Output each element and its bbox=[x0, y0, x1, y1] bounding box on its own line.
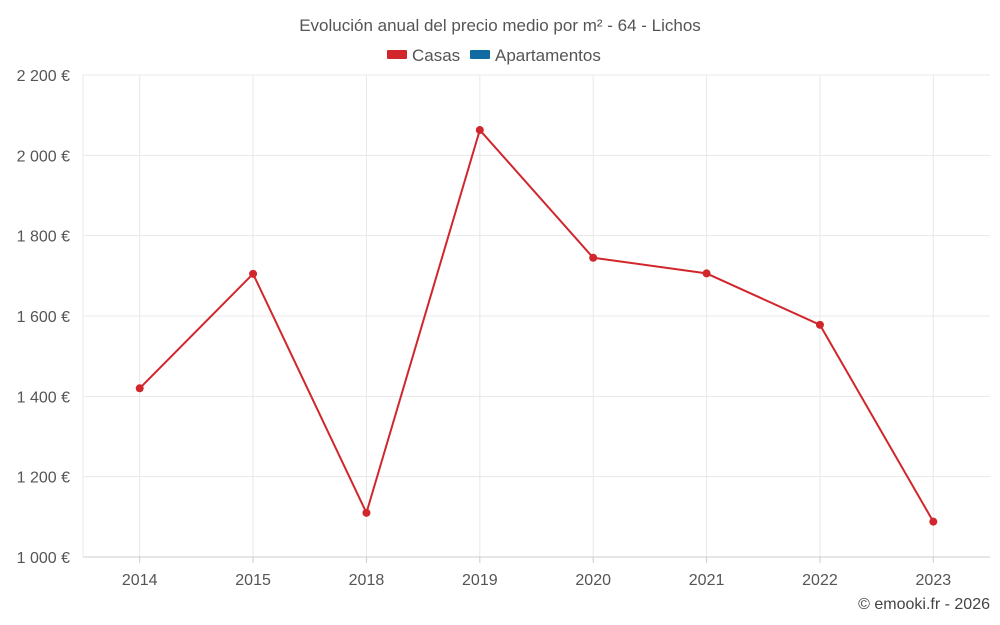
x-tick-label: 2023 bbox=[916, 572, 952, 589]
y-axis-labels: 1 000 € 1 200 € 1 400 € 1 600 € 1 800 € 2 000… bbox=[17, 68, 70, 567]
y-tick-label: 1 400 € bbox=[17, 389, 70, 406]
y-tick-label: 1 000 € bbox=[17, 550, 70, 567]
x-tick-label: 2021 bbox=[689, 572, 725, 589]
data-point[interactable] bbox=[135, 384, 144, 393]
legend-swatch-casas bbox=[387, 50, 407, 59]
series-layer bbox=[135, 126, 938, 526]
chart-title: Evolución anual del precio medio por m² … bbox=[299, 16, 701, 35]
series-line-casas bbox=[138, 129, 935, 523]
axis-lines bbox=[82, 75, 990, 558]
x-axis-labels: 2014 2015 2018 2019 2020 2021 2022 2023 bbox=[122, 572, 951, 589]
data-point[interactable] bbox=[702, 269, 711, 278]
y-tick-label: 1 600 € bbox=[17, 309, 70, 326]
data-point[interactable] bbox=[815, 320, 824, 329]
data-point[interactable] bbox=[362, 508, 371, 517]
x-tick-label: 2018 bbox=[349, 572, 385, 589]
legend-item-casas[interactable]: Casas bbox=[387, 46, 460, 65]
data-point[interactable] bbox=[929, 517, 938, 526]
y-gridlines bbox=[83, 74, 990, 478]
x-tick-label: 2015 bbox=[235, 572, 271, 589]
data-point[interactable] bbox=[249, 269, 258, 278]
y-tick-label: 1 200 € bbox=[17, 470, 70, 487]
data-point[interactable] bbox=[475, 126, 484, 135]
legend-label-apartamentos: Apartamentos bbox=[495, 46, 601, 65]
x-tick-label: 2020 bbox=[575, 572, 611, 589]
credit-text: © emooki.fr - 2026 bbox=[858, 596, 990, 613]
y-tick-label: 1 800 € bbox=[17, 229, 70, 246]
x-tick-label: 2014 bbox=[122, 572, 158, 589]
y-tick-label: 2 000 € bbox=[17, 148, 70, 165]
legend: Casas Apartamentos bbox=[387, 46, 601, 65]
x-gridlines bbox=[139, 75, 934, 563]
legend-item-apartamentos[interactable]: Apartamentos bbox=[470, 46, 601, 65]
x-tick-label: 2019 bbox=[462, 572, 498, 589]
x-tick-label: 2022 bbox=[802, 572, 838, 589]
y-tick-label: 2 200 € bbox=[17, 68, 70, 85]
legend-swatch-apartamentos bbox=[470, 50, 490, 59]
legend-label-casas: Casas bbox=[412, 46, 460, 65]
data-point[interactable] bbox=[589, 253, 598, 262]
